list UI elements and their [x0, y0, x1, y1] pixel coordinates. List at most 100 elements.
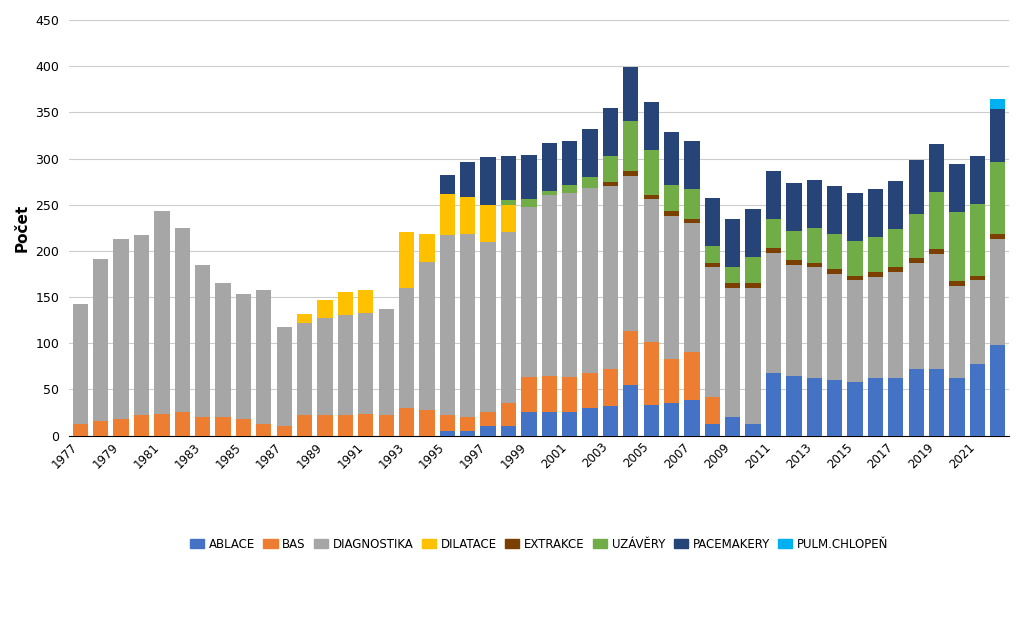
Bar	[908, 160, 924, 214]
Bar	[786, 230, 802, 260]
Bar	[419, 234, 434, 262]
Bar	[970, 204, 985, 276]
Bar	[990, 239, 1006, 345]
Bar	[603, 369, 618, 406]
Bar	[521, 207, 537, 377]
Bar	[705, 246, 720, 263]
Bar	[888, 228, 903, 267]
Bar	[215, 283, 230, 417]
Bar	[766, 248, 781, 253]
Bar	[827, 186, 843, 234]
Bar	[786, 265, 802, 376]
Bar	[929, 249, 944, 254]
Bar	[583, 177, 598, 188]
Bar	[766, 253, 781, 373]
Bar	[970, 364, 985, 436]
Bar	[745, 424, 761, 436]
Bar	[664, 185, 679, 211]
Bar	[521, 199, 537, 207]
Bar	[155, 211, 170, 414]
Bar	[908, 263, 924, 369]
Bar	[827, 274, 843, 380]
Bar	[725, 288, 740, 417]
Bar	[276, 327, 292, 426]
Bar	[624, 172, 638, 176]
Bar	[848, 281, 863, 382]
Bar	[990, 162, 1006, 234]
Bar	[338, 292, 353, 316]
Bar	[480, 242, 496, 412]
Bar	[542, 376, 557, 412]
Bar	[970, 281, 985, 364]
Bar	[583, 373, 598, 408]
Bar	[460, 234, 475, 417]
Bar	[603, 186, 618, 369]
Bar	[338, 415, 353, 436]
Bar	[867, 277, 883, 378]
Bar	[664, 216, 679, 359]
Bar	[705, 267, 720, 397]
Bar	[93, 420, 109, 436]
Bar	[807, 267, 822, 378]
Bar	[603, 406, 618, 436]
Bar	[439, 193, 455, 235]
Bar	[501, 156, 516, 200]
Bar	[745, 283, 761, 288]
Bar	[684, 219, 699, 223]
Bar	[807, 228, 822, 263]
Bar	[908, 258, 924, 263]
Bar	[908, 369, 924, 436]
Bar	[848, 276, 863, 281]
Bar	[195, 265, 210, 417]
Bar	[215, 417, 230, 436]
Bar	[624, 67, 638, 121]
Y-axis label: Počet: Počet	[15, 204, 30, 252]
Bar	[379, 309, 394, 415]
Bar	[664, 359, 679, 403]
Bar	[276, 426, 292, 436]
Bar	[684, 352, 699, 401]
Bar	[175, 412, 189, 436]
Bar	[664, 131, 679, 185]
Bar	[542, 143, 557, 191]
Bar	[317, 300, 333, 318]
Bar	[745, 257, 761, 283]
Bar	[725, 283, 740, 288]
Bar	[624, 121, 638, 172]
Bar	[664, 211, 679, 216]
Bar	[379, 415, 394, 436]
Bar	[358, 313, 374, 414]
Bar	[807, 378, 822, 436]
Bar	[643, 199, 658, 342]
Bar	[705, 397, 720, 424]
Bar	[73, 304, 88, 424]
Bar	[786, 182, 802, 230]
Bar	[236, 294, 251, 419]
Bar	[114, 239, 129, 419]
Bar	[93, 259, 109, 420]
Bar	[521, 155, 537, 199]
Bar	[867, 189, 883, 237]
Bar	[114, 419, 129, 436]
Bar	[705, 263, 720, 267]
Bar	[786, 376, 802, 436]
Bar	[358, 290, 374, 313]
Bar	[643, 150, 658, 195]
Bar	[725, 219, 740, 267]
Bar	[970, 156, 985, 204]
Bar	[134, 235, 150, 415]
Bar	[562, 141, 578, 185]
Bar	[624, 176, 638, 331]
Bar	[562, 377, 578, 412]
Bar	[297, 314, 312, 323]
Bar	[705, 198, 720, 246]
Bar	[929, 144, 944, 192]
Bar	[827, 234, 843, 269]
Bar	[297, 415, 312, 436]
Bar	[827, 269, 843, 274]
Bar	[134, 415, 150, 436]
Legend: ABLACE, BAS, DIAGNOSTIKA, DILATACE, EXTRAKCE, UZÁVĚRY, PACEMAKERY, PULM.CHLOPEŇ: ABLACE, BAS, DIAGNOSTIKA, DILATACE, EXTR…	[185, 533, 893, 555]
Bar	[705, 424, 720, 436]
Bar	[583, 188, 598, 373]
Bar	[480, 412, 496, 426]
